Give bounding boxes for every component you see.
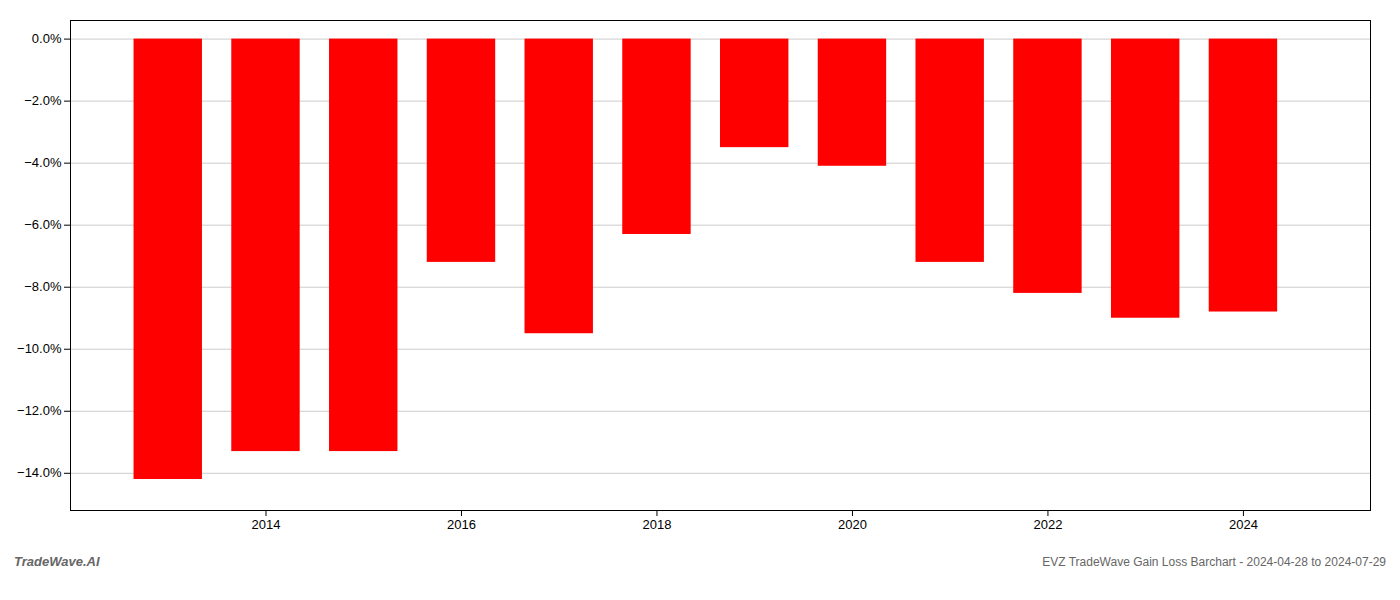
svg-text:−2.0%: −2.0% (24, 93, 62, 108)
svg-text:0.0%: 0.0% (32, 31, 62, 46)
svg-text:2024: 2024 (1229, 517, 1258, 532)
svg-text:−12.0%: −12.0% (17, 403, 62, 418)
svg-text:2022: 2022 (1033, 517, 1062, 532)
svg-text:−4.0%: −4.0% (24, 155, 62, 170)
svg-text:−6.0%: −6.0% (24, 217, 62, 232)
svg-text:−10.0%: −10.0% (17, 341, 62, 356)
svg-text:2014: 2014 (252, 517, 281, 532)
svg-text:2016: 2016 (447, 517, 476, 532)
svg-text:−8.0%: −8.0% (24, 279, 62, 294)
html-text:EVZ TradeWave Gain Loss Barcha: EVZ TradeWave Gain Loss Barchart - 2024-… (1042, 555, 1386, 569)
html-text:TradeWave.AI: TradeWave.AI (14, 554, 100, 569)
svg-text:2020: 2020 (838, 517, 867, 532)
svg-text:2018: 2018 (643, 517, 672, 532)
svg-text:−14.0%: −14.0% (17, 465, 62, 480)
